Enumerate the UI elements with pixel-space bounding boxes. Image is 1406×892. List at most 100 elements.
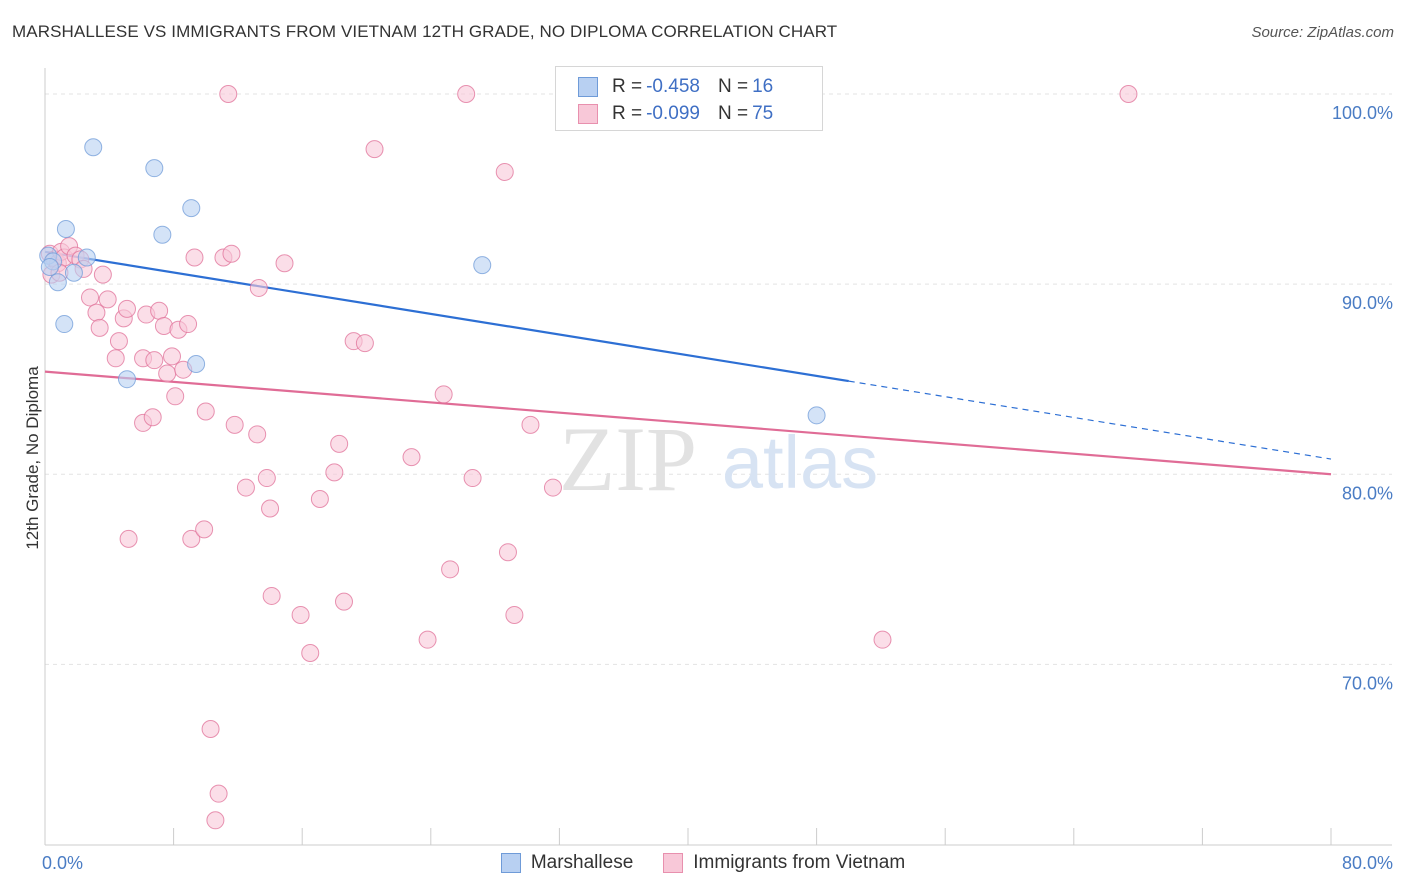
legend-n-label: N =: [717, 103, 749, 124]
watermark-atlas: atlas: [722, 421, 878, 504]
point-vietnam: [261, 499, 280, 518]
y-tick-label: 90.0%: [1342, 293, 1393, 313]
legend-r-value: -0.458: [646, 76, 700, 97]
point-vietnam: [225, 415, 244, 434]
point-marshallese: [117, 370, 136, 389]
point-vietnam: [150, 301, 169, 320]
point-vietnam: [262, 586, 281, 605]
point-marshallese: [187, 354, 206, 373]
point-vietnam: [418, 630, 437, 649]
point-vietnam: [457, 85, 476, 104]
point-vietnam: [222, 244, 241, 263]
point-vietnam: [291, 605, 310, 624]
point-vietnam: [310, 489, 329, 508]
x-tick-label: 80.0%: [1342, 853, 1393, 873]
point-vietnam: [145, 351, 164, 370]
point-vietnam: [257, 469, 276, 488]
point-vietnam: [219, 85, 238, 104]
gridlines: [45, 93, 1392, 665]
legend-r-value: -0.099: [646, 103, 700, 124]
point-marshallese: [48, 273, 67, 292]
point-vietnam: [325, 463, 344, 482]
trend-line-vietnam: [44, 370, 1332, 476]
point-vietnam: [301, 643, 320, 662]
point-vietnam: [236, 478, 255, 497]
series-legend-marshallese: Marshallese: [500, 852, 634, 874]
source-credit: Source: ZipAtlas.com: [1251, 24, 1394, 41]
point-vietnam: [498, 543, 517, 562]
trend-line-marshallese: [44, 250, 849, 383]
legend-swatch-vietnam: [578, 104, 598, 124]
point-vietnam: [158, 364, 177, 383]
point-vietnam: [166, 387, 185, 406]
point-vietnam: [93, 265, 112, 284]
axes: [44, 68, 1392, 846]
point-vietnam: [441, 560, 460, 579]
point-marshallese: [182, 199, 201, 218]
legend-n-value: 75: [752, 103, 774, 124]
point-marshallese: [84, 138, 103, 157]
point-vietnam: [330, 434, 349, 453]
y-tick-label: 100.0%: [1332, 103, 1393, 123]
point-marshallese: [473, 256, 492, 275]
series-swatch-vietnam: [663, 853, 684, 873]
point-vietnam: [179, 315, 198, 334]
watermark: ZIP atlas: [559, 408, 878, 510]
point-marshallese: [145, 159, 164, 178]
point-marshallese: [77, 248, 96, 267]
point-vietnam: [162, 347, 181, 366]
legend-r-label: R =: [612, 76, 643, 97]
series-legend: Marshallese Immigrants from Vietnam: [0, 852, 1406, 874]
point-vietnam: [109, 332, 128, 351]
point-vietnam: [355, 334, 374, 353]
point-vietnam: [195, 520, 214, 539]
point-vietnam: [98, 290, 117, 309]
point-marshallese: [153, 225, 172, 244]
trend-lines: [44, 250, 1332, 476]
legend-row-marshallese: R = -0.458 N = 16: [578, 75, 791, 99]
legend-n-value: 16: [752, 76, 774, 97]
point-vietnam: [106, 349, 125, 368]
point-vietnam: [495, 162, 514, 181]
point-vietnam: [209, 784, 228, 803]
point-vietnam: [275, 254, 294, 273]
point-vietnam: [201, 720, 220, 739]
point-marshallese: [55, 315, 74, 334]
x-tick-label: 0.0%: [42, 853, 83, 873]
trend-extension-marshallese: [848, 380, 1332, 460]
point-vietnam: [1119, 85, 1138, 104]
point-vietnam: [196, 402, 215, 421]
point-marshallese: [40, 258, 59, 277]
point-vietnam: [505, 605, 524, 624]
point-vietnam: [543, 478, 562, 497]
point-vietnam: [182, 529, 201, 548]
y-tick-label: 70.0%: [1342, 673, 1393, 693]
point-vietnam: [119, 529, 138, 548]
series-legend-vietnam: Immigrants from Vietnam: [663, 852, 905, 874]
legend-r-label: R =: [612, 103, 643, 124]
point-vietnam: [402, 448, 421, 467]
tick-labels: 100.0% 90.0% 80.0% 70.0% 0.0% 80.0%: [42, 103, 1393, 873]
watermark-zip: ZIP: [559, 408, 697, 510]
point-vietnam: [143, 408, 162, 427]
point-vietnam: [248, 425, 267, 444]
point-vietnam: [206, 811, 225, 830]
point-vietnam: [185, 248, 204, 267]
point-marshallese: [64, 263, 83, 282]
series-label-vietnam: Immigrants from Vietnam: [693, 852, 906, 873]
series-label-marshallese: Marshallese: [530, 852, 634, 873]
legend-n-label: N =: [717, 76, 749, 97]
point-marshallese: [807, 406, 826, 425]
point-vietnam: [434, 385, 453, 404]
point-vietnam: [365, 140, 384, 159]
point-vietnam: [87, 303, 106, 322]
data-points: [39, 85, 1138, 830]
y-axis-label: 12th Grade, No Diploma: [23, 366, 42, 550]
point-vietnam: [90, 318, 109, 337]
legend-swatch-marshallese: [578, 77, 598, 97]
series-swatch-marshallese: [500, 853, 521, 873]
point-vietnam: [463, 469, 482, 488]
point-vietnam: [81, 288, 100, 307]
point-vietnam: [334, 592, 353, 611]
